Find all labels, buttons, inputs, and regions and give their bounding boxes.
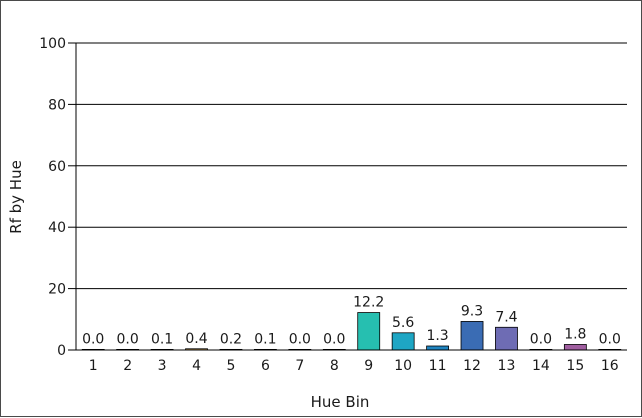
x-tick-label: 2	[123, 358, 132, 374]
data-label: 0.4	[185, 331, 207, 347]
y-tick-label: 20	[48, 282, 66, 298]
x-tick-label: 4	[192, 358, 201, 374]
x-tick-label: 9	[364, 358, 373, 374]
bar	[358, 313, 380, 350]
y-tick-label: 80	[48, 97, 66, 113]
gridlines	[76, 43, 627, 289]
data-label: 0.2	[220, 331, 242, 347]
x-tick-label: 15	[566, 358, 584, 374]
x-tick-label: 3	[158, 358, 167, 374]
data-label: 9.3	[461, 303, 483, 319]
y-tick-label: 0	[57, 343, 66, 359]
x-tick-label: 5	[227, 358, 236, 374]
x-tick-label: 16	[601, 358, 619, 374]
bar	[495, 327, 517, 350]
data-label: 5.6	[392, 315, 414, 331]
data-label: 0.0	[323, 331, 345, 347]
data-label: 0.0	[82, 331, 104, 347]
data-label: 7.4	[495, 309, 517, 325]
x-tick-label: 7	[295, 358, 304, 374]
labels: 0 20 40 60 80 100 1 0.0 2 0.0 3 0.1 4 0.4 5 0.2 6 0.1 7 0.0…	[39, 36, 621, 374]
x-tick-label: 11	[429, 358, 447, 374]
x-tick-label: 8	[330, 358, 339, 374]
y-axis-title: Rf by Hue	[7, 160, 25, 234]
y-tick-label: 40	[48, 220, 66, 236]
x-tick-label: 13	[498, 358, 516, 374]
data-label: 12.2	[353, 295, 384, 311]
bar	[427, 346, 449, 350]
bar	[461, 321, 483, 350]
data-label: 0.0	[117, 331, 139, 347]
x-tick-label: 6	[261, 358, 270, 374]
x-tick-label: 12	[463, 358, 481, 374]
x-tick-label: 1	[89, 358, 98, 374]
data-label: 0.1	[151, 331, 173, 347]
data-label: 1.8	[564, 326, 586, 342]
x-tick-label: 14	[532, 358, 550, 374]
data-label: 0.1	[254, 331, 276, 347]
data-label: 0.0	[530, 331, 552, 347]
data-label: 1.3	[426, 328, 448, 344]
data-label: 0.0	[599, 331, 621, 347]
x-tick-label: 10	[394, 358, 412, 374]
y-tick-label: 60	[48, 159, 66, 175]
y-tick-label: 100	[39, 36, 66, 52]
axes	[68, 43, 627, 350]
bar	[564, 344, 586, 350]
x-axis-title: Hue Bin	[311, 393, 370, 411]
bar	[392, 333, 414, 350]
data-label: 0.0	[289, 331, 311, 347]
